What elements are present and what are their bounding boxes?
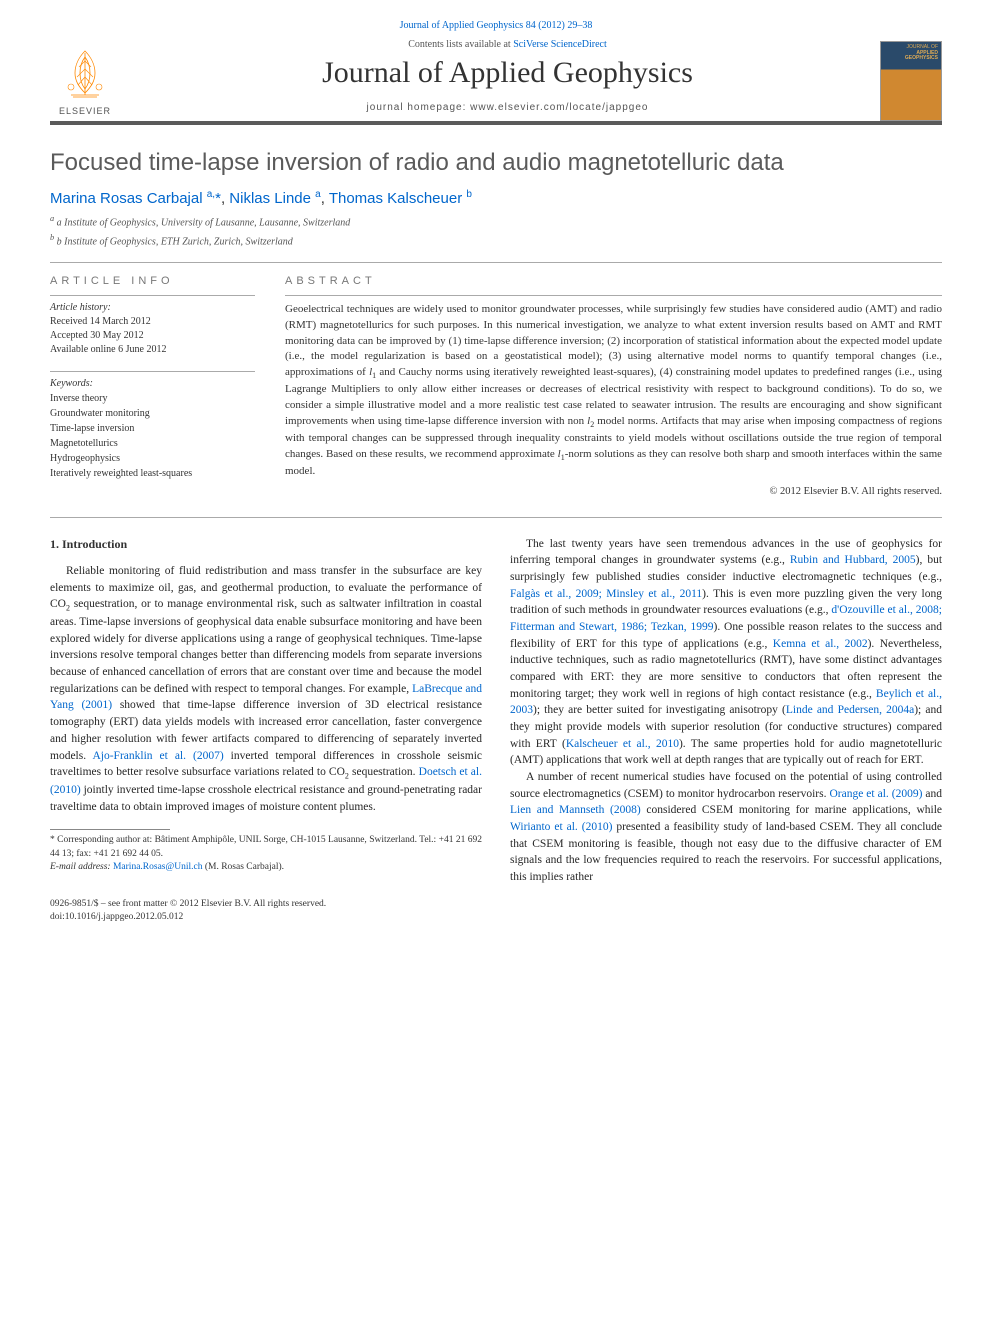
abstract-text: Geoelectrical techniques are widely used… xyxy=(285,295,942,480)
history-label: Article history: xyxy=(50,302,255,313)
ref-lien[interactable]: Lien and Mannseth (2008) xyxy=(510,804,641,816)
issn-line: 0926-9851/$ – see front matter © 2012 El… xyxy=(50,898,326,911)
history-online: Available online 6 June 2012 xyxy=(50,343,255,357)
affiliation-a: a a Institute of Geophysics, University … xyxy=(50,213,942,230)
ref-kalscheuer[interactable]: Kalscheuer et al., 2010 xyxy=(566,738,679,750)
keyword-1: Inverse theory xyxy=(50,391,255,406)
keywords-block: Keywords: Inverse theory Groundwater mon… xyxy=(50,371,255,481)
affiliation-b: b b Institute of Geophysics, ETH Zurich,… xyxy=(50,232,942,249)
ref-ajofranklin[interactable]: Ajo-Franklin et al. (2007) xyxy=(92,750,223,762)
abstract-heading: abstract xyxy=(285,275,942,287)
section-1-heading: 1. Introduction xyxy=(50,536,482,553)
author-1-affil: a, xyxy=(207,189,215,200)
abstract-column: abstract Geoelectrical techniques are wi… xyxy=(285,275,942,497)
keyword-5: Hydrogeophysics xyxy=(50,451,255,466)
ref-dozouville[interactable]: d'Ozouville et al., 2008; Fitterman and … xyxy=(510,604,942,633)
body-column-left: 1. Introduction Reliable monitoring of f… xyxy=(50,536,482,886)
email-footnote: E-mail address: Marina.Rosas@Unil.ch (M.… xyxy=(50,861,482,874)
body-left-p1: Reliable monitoring of fluid redistribut… xyxy=(50,563,482,816)
author-3-affil: b xyxy=(466,189,472,200)
contents-available-line: Contents lists available at SciVerse Sci… xyxy=(135,39,880,50)
keyword-2: Groundwater monitoring xyxy=(50,406,255,421)
author-2[interactable]: Niklas Linde xyxy=(229,190,311,207)
journal-cover-text: JOURNAL OF APPLIED GEOPHYSICS xyxy=(905,45,938,62)
ref-linde[interactable]: Linde and Pedersen, 2004a xyxy=(786,704,914,716)
doi-line: doi:10.1016/j.jappgeo.2012.05.012 xyxy=(50,911,326,924)
email-link[interactable]: Marina.Rosas@Unil.ch xyxy=(113,862,203,872)
body-columns: 1. Introduction Reliable monitoring of f… xyxy=(50,536,942,886)
body-right-p2: A number of recent numerical studies hav… xyxy=(510,769,942,886)
ref-rubin[interactable]: Rubin and Hubbard, 2005 xyxy=(790,554,916,566)
keywords-label: Keywords: xyxy=(50,378,255,389)
elsevier-tree-icon xyxy=(61,47,109,106)
keyword-3: Time-lapse inversion xyxy=(50,421,255,436)
body-column-right: The last twenty years have seen tremendo… xyxy=(510,536,942,886)
ref-wirianto[interactable]: Wirianto et al. (2010) xyxy=(510,821,612,833)
article-info-column: article info Article history: Received 1… xyxy=(50,275,255,497)
ref-labrecque[interactable]: LaBrecque and Yang (2001) xyxy=(50,683,482,712)
ref-kemna[interactable]: Kemna et al., 2002 xyxy=(773,638,868,650)
elsevier-logo: ELSEVIER xyxy=(50,41,120,121)
journal-title: Journal of Applied Geophysics xyxy=(135,56,880,90)
journal-cover-thumbnail: JOURNAL OF APPLIED GEOPHYSICS xyxy=(880,41,942,121)
abstract-copyright: © 2012 Elsevier B.V. All rights reserved… xyxy=(285,486,942,497)
article-title: Focused time-lapse inversion of radio an… xyxy=(50,149,942,177)
bottom-meta: 0926-9851/$ – see front matter © 2012 El… xyxy=(50,898,942,925)
journal-header: ELSEVIER Contents lists available at Sci… xyxy=(50,39,942,125)
elsevier-wordmark: ELSEVIER xyxy=(59,106,111,116)
article-history-block: Article history: Received 14 March 2012 … xyxy=(50,295,255,357)
corresponding-footnote: * Corresponding author at: Bâtiment Amph… xyxy=(50,834,482,861)
email-person: (M. Rosas Carbajal). xyxy=(205,862,284,872)
author-3[interactable]: Thomas Kalscheuer xyxy=(329,190,462,207)
ref-doetsch[interactable]: Doetsch et al. (2010) xyxy=(50,766,482,796)
contents-prefix: Contents lists available at xyxy=(408,39,513,50)
doi-block: 0926-9851/$ – see front matter © 2012 El… xyxy=(50,898,326,925)
journal-homepage-line: journal homepage: www.elsevier.com/locat… xyxy=(135,102,880,113)
divider-mid xyxy=(50,517,942,518)
author-2-affil: a xyxy=(315,189,321,200)
header-center: Contents lists available at SciVerse Sci… xyxy=(135,39,880,121)
divider-top xyxy=(50,262,942,263)
sciencedirect-link[interactable]: SciVerse ScienceDirect xyxy=(513,39,607,50)
author-list: Marina Rosas Carbajal a,*, Niklas Linde … xyxy=(50,189,942,207)
keyword-4: Magnetotellurics xyxy=(50,436,255,451)
history-received: Received 14 March 2012 xyxy=(50,315,255,329)
author-1[interactable]: Marina Rosas Carbajal xyxy=(50,190,203,207)
journal-issue-link[interactable]: Journal of Applied Geophysics 84 (2012) … xyxy=(50,20,942,31)
ref-orange[interactable]: Orange et al. (2009) xyxy=(829,788,922,800)
body-right-p1: The last twenty years have seen tremendo… xyxy=(510,536,942,769)
footnote-separator xyxy=(50,829,170,830)
history-accepted: Accepted 30 May 2012 xyxy=(50,329,255,343)
email-label: E-mail address: xyxy=(50,862,111,872)
ref-falgas[interactable]: Falgàs et al., 2009; Minsley et al., 201… xyxy=(510,588,702,600)
corresponding-marker[interactable]: * xyxy=(215,190,221,207)
keyword-6: Iteratively reweighted least-squares xyxy=(50,466,255,481)
info-abstract-row: article info Article history: Received 1… xyxy=(50,275,942,497)
article-info-heading: article info xyxy=(50,275,255,287)
